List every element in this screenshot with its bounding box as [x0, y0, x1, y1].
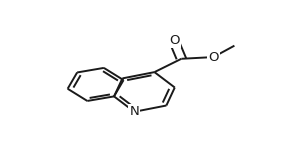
Text: O: O	[169, 34, 180, 47]
Text: N: N	[129, 105, 139, 118]
Text: O: O	[208, 51, 219, 64]
